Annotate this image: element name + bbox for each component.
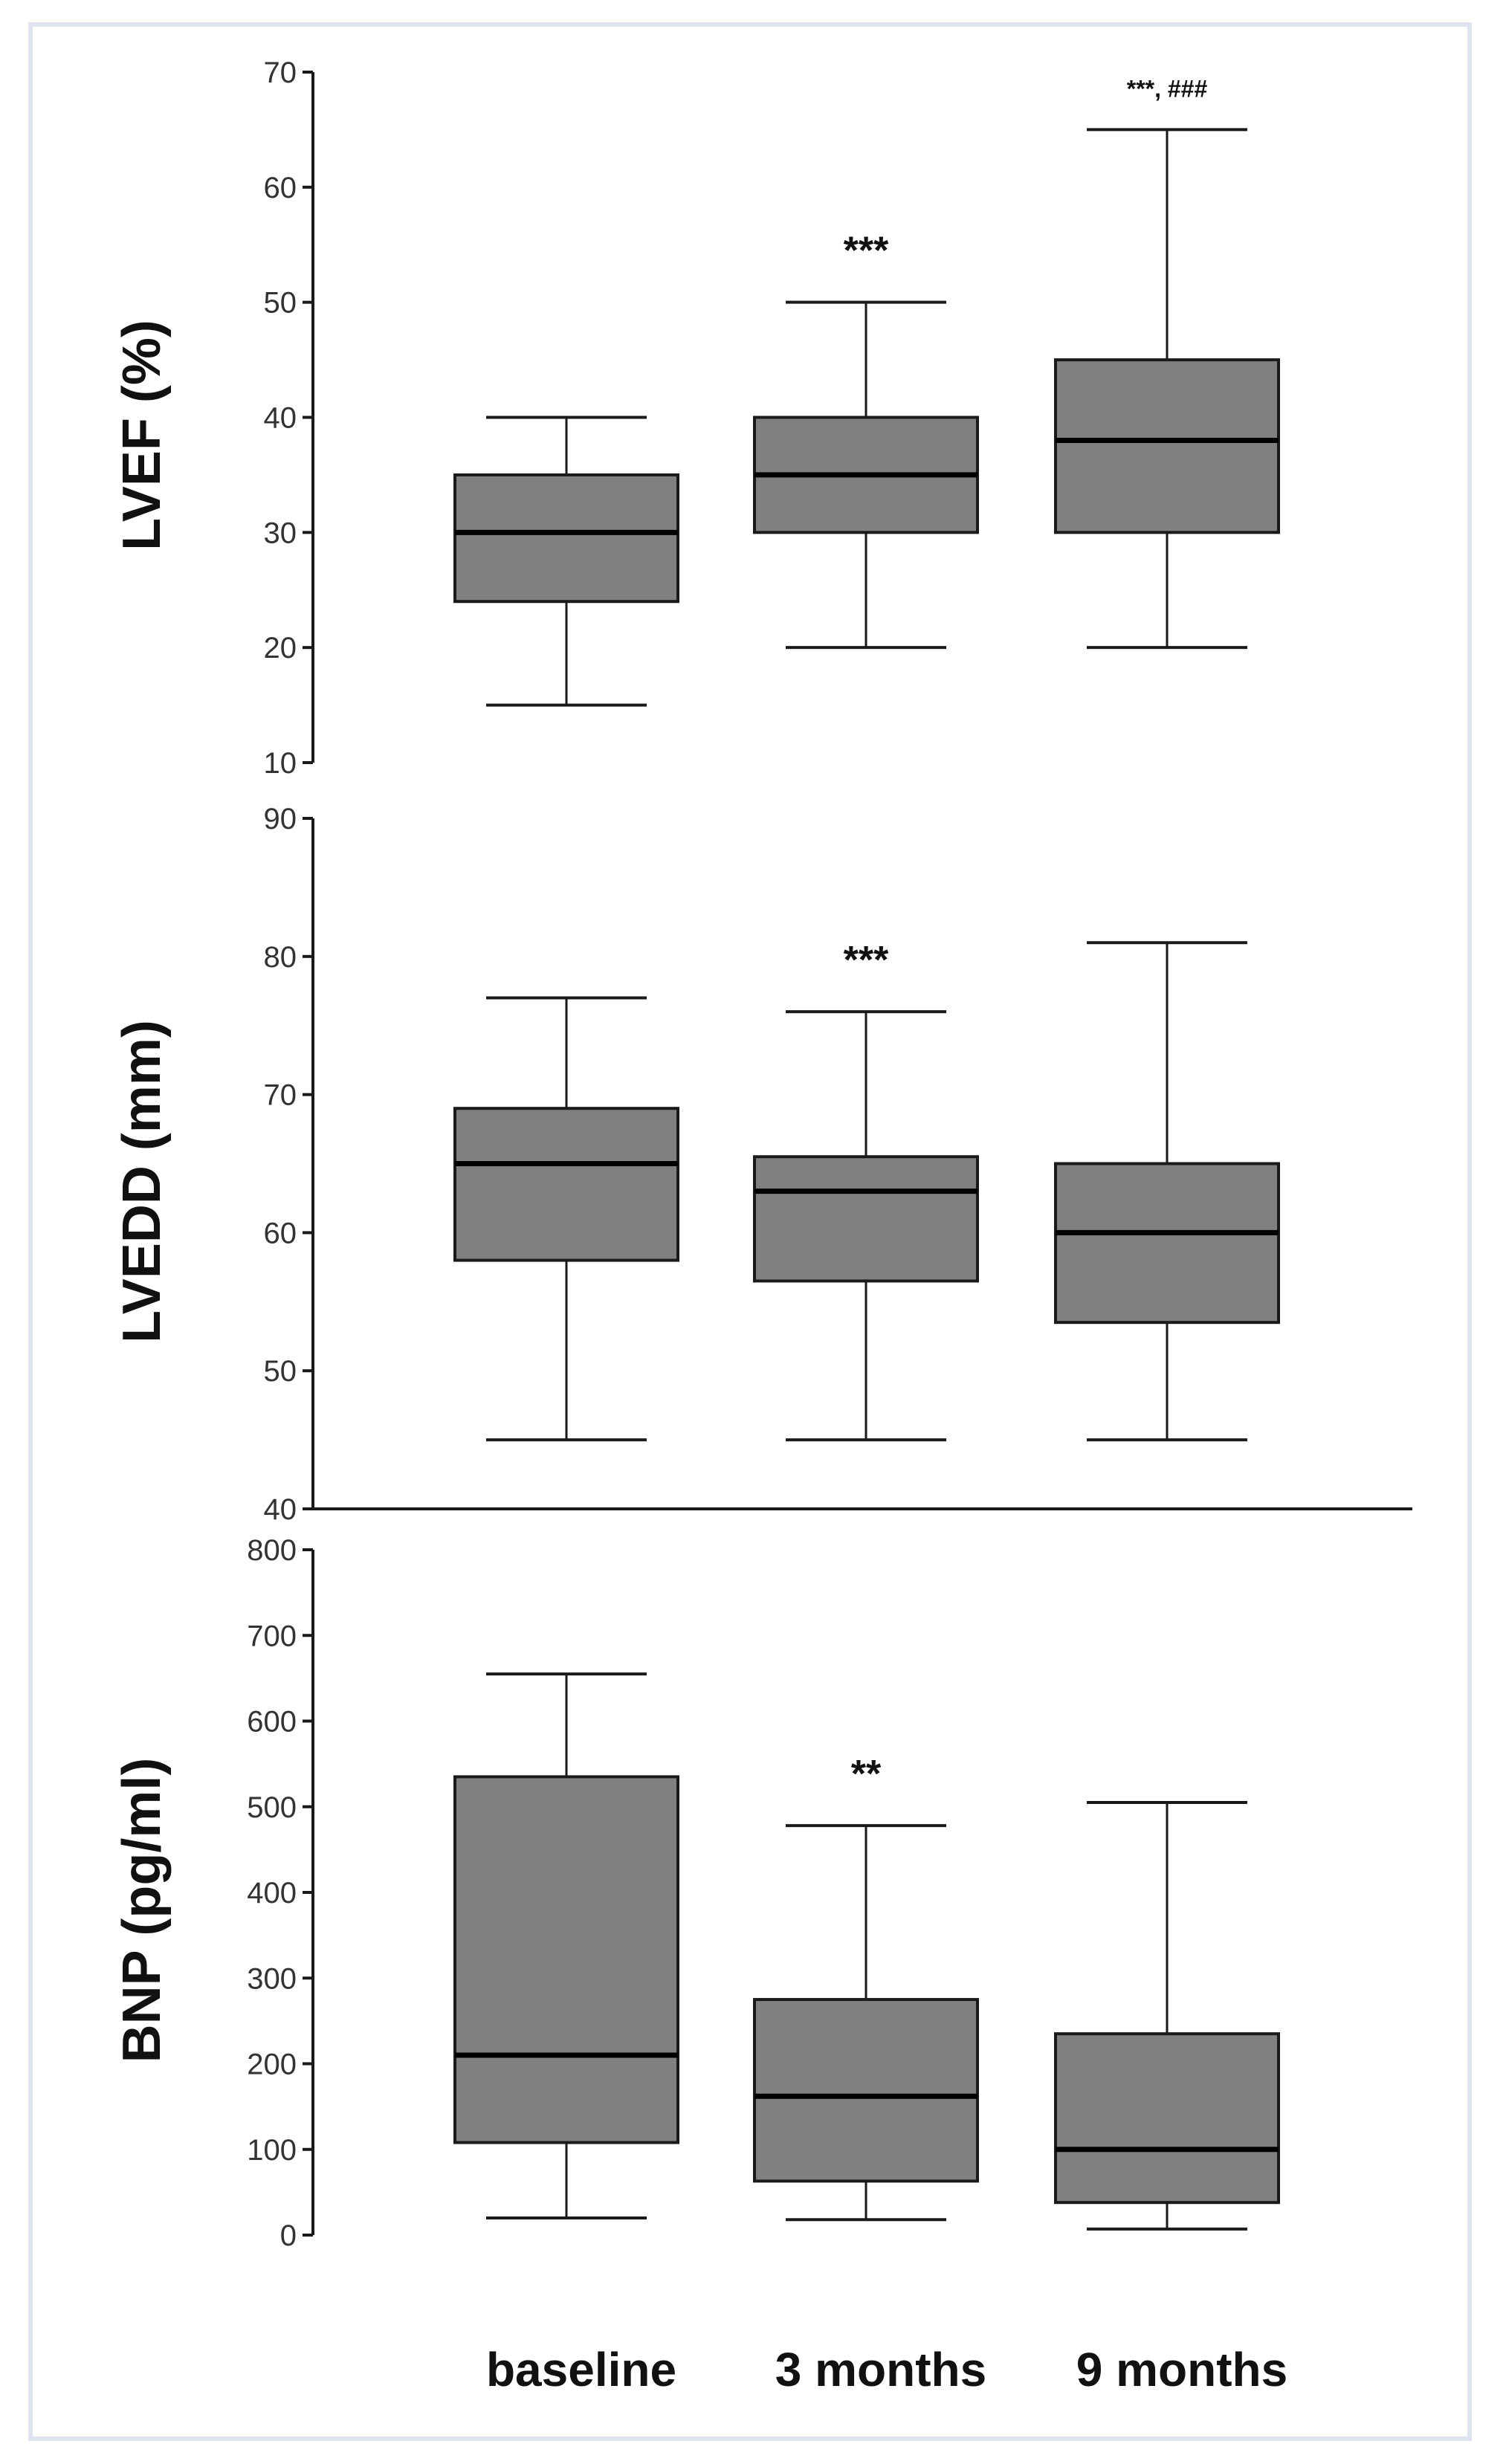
y-tick-label: 200	[247, 2049, 297, 2081]
y-tick-label: 500	[247, 1791, 297, 1824]
iqr-box	[1054, 2032, 1280, 2205]
iqr-box	[753, 1998, 979, 2183]
x-category-label: baseline	[486, 2343, 676, 2396]
iqr-box	[1054, 358, 1280, 534]
y-tick-label: 60	[264, 172, 297, 204]
y-tick-label: 40	[264, 402, 297, 435]
iqr-box	[753, 1155, 979, 1283]
y-tick-label: 30	[264, 517, 297, 549]
significance-label: ***	[844, 230, 889, 273]
iqr-box	[453, 1107, 679, 1262]
y-tick-label: 300	[247, 1962, 297, 1995]
y-axis-title: BNP (pg/ml)	[112, 1758, 172, 2063]
y-tick-label: 50	[264, 1355, 297, 1388]
y-tick-label: 0	[280, 2219, 297, 2252]
y-tick-label: 20	[264, 632, 297, 664]
iqr-box	[453, 1775, 679, 2144]
significance-label: **	[851, 1753, 882, 1796]
y-axis-title: LVEDD (mm)	[112, 1020, 172, 1343]
iqr-box	[1054, 1162, 1280, 1325]
y-tick-label: 10	[264, 747, 297, 780]
y-tick-label: 90	[264, 803, 297, 835]
iqr-box	[453, 473, 679, 604]
y-tick-label: 400	[247, 1877, 297, 1910]
significance-label: ***, ###	[1127, 75, 1208, 102]
y-tick-label: 800	[247, 1534, 297, 1567]
y-tick-label: 60	[264, 1217, 297, 1249]
y-tick-label: 40	[264, 1493, 297, 1526]
y-axis-title: LVEF (%)	[112, 320, 172, 551]
significance-label: ***	[844, 939, 889, 982]
y-tick-label: 600	[247, 1706, 297, 1739]
x-category-label: 3 months	[775, 2343, 986, 2396]
y-tick-label: 700	[247, 1620, 297, 1652]
y-tick-label: 80	[264, 941, 297, 974]
y-tick-label: 70	[264, 56, 297, 89]
x-category-label: 9 months	[1076, 2343, 1287, 2396]
y-tick-label: 100	[247, 2134, 297, 2167]
y-tick-label: 70	[264, 1079, 297, 1112]
y-tick-label: 50	[264, 287, 297, 320]
